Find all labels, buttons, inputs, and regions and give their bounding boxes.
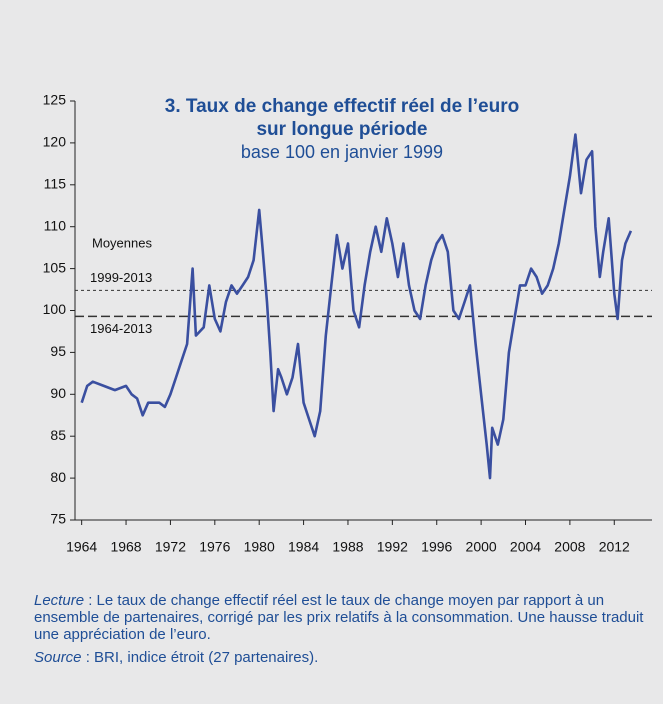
annotation: 1964-2013 xyxy=(90,321,152,336)
source-text: : BRI, indice étroit (27 partenaires). xyxy=(81,649,319,666)
chart: 3. Taux de change effectif réel de l’eur… xyxy=(43,92,652,555)
x-tick-label: 2004 xyxy=(510,539,541,555)
y-tick-label: 120 xyxy=(43,134,67,150)
x-tick-label: 1980 xyxy=(244,539,275,555)
y-tick-label: 115 xyxy=(44,176,67,192)
y-tick-label: 95 xyxy=(50,343,66,359)
y-tick-label: 100 xyxy=(43,301,67,317)
x-tick-label: 1972 xyxy=(155,539,186,555)
x-tick-label: 2008 xyxy=(554,539,585,555)
annotation: Moyennes xyxy=(92,235,152,250)
series-line xyxy=(80,133,633,480)
x-tick-label: 1992 xyxy=(377,539,408,555)
chart-title: sur longue période xyxy=(256,119,427,140)
x-tick-label: 1988 xyxy=(332,539,363,555)
note-lead: Lecture xyxy=(34,592,85,609)
reading-note: Lecture : Le taux de change effectif rée… xyxy=(34,592,644,643)
source-note: Source : BRI, indice étroit (27 partenai… xyxy=(34,649,644,666)
annotation: 1999-2013 xyxy=(90,270,152,285)
x-tick-label: 1976 xyxy=(199,539,230,555)
y-tick-label: 80 xyxy=(50,469,66,485)
x-tick-label: 1984 xyxy=(288,539,319,555)
note-text: : Le taux de change effectif réel est le… xyxy=(34,592,644,643)
x-tick-label: 1996 xyxy=(421,539,452,555)
x-tick-label: 2000 xyxy=(466,539,497,555)
y-tick-label: 75 xyxy=(50,511,66,527)
x-tick-label: 1968 xyxy=(110,539,141,555)
y-tick-label: 105 xyxy=(43,259,67,275)
y-tick-label: 90 xyxy=(50,385,66,401)
source-lead: Source xyxy=(34,649,82,666)
chart-subtitle: base 100 en janvier 1999 xyxy=(241,142,443,162)
chart-title: 3. Taux de change effectif réel de l’eur… xyxy=(165,96,519,117)
y-tick-label: 110 xyxy=(44,217,67,233)
x-tick-label: 1964 xyxy=(66,539,97,555)
y-tick-label: 125 xyxy=(43,92,67,108)
y-tick-label: 85 xyxy=(50,427,66,443)
x-tick-label: 2012 xyxy=(599,539,630,555)
note: Lecture : Le taux de change effectif rée… xyxy=(34,592,644,672)
